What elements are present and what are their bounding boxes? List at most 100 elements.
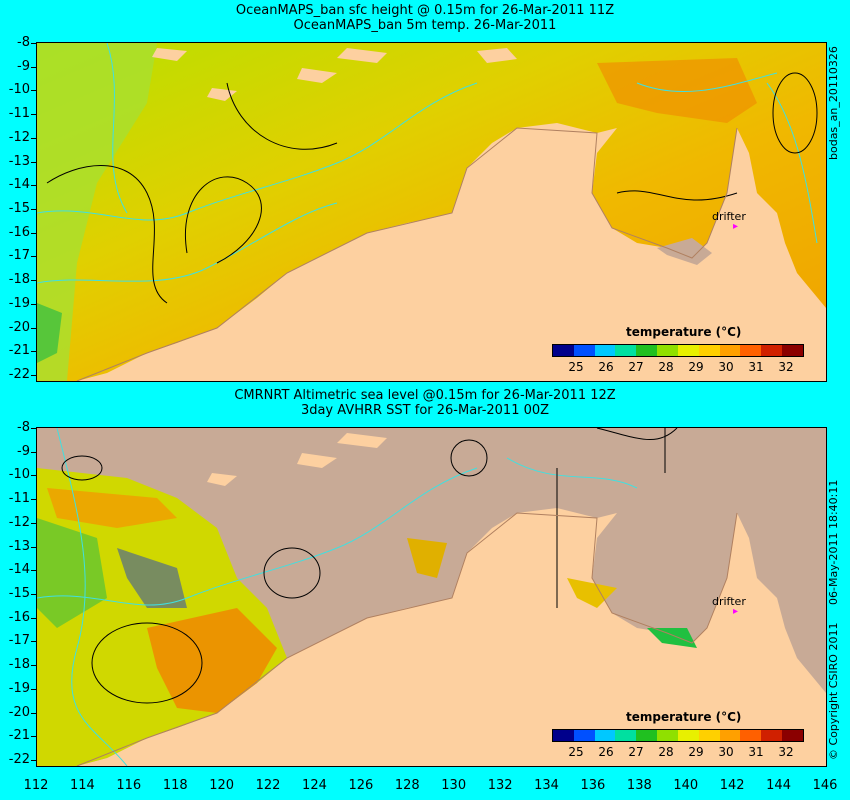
top-y-tick — [31, 114, 37, 116]
top-colorbar-swatch — [657, 345, 678, 356]
top-colorbar-label: 30 — [718, 360, 734, 374]
top-colorbar-label: 28 — [658, 360, 674, 374]
bottom-colorbar-label: 28 — [658, 745, 674, 759]
top-colorbar-swatch — [553, 345, 574, 356]
bottom-map-canvas — [37, 428, 826, 766]
bottom-y-tick — [31, 688, 37, 690]
bottom-colorbar-label: 31 — [748, 745, 764, 759]
bottom-colorbar-swatch — [615, 730, 637, 741]
bottom-map-panel — [36, 427, 827, 767]
top-y-tick-label: -17 — [8, 248, 30, 264]
bottom-y-tick-label: -16 — [8, 609, 30, 625]
top-y-tick-label: -19 — [8, 295, 30, 311]
x-tick-label: 138 — [626, 778, 652, 793]
top-colorbar — [552, 344, 804, 357]
bottom-y-tick — [31, 499, 37, 501]
top-y-tick-label: -16 — [8, 224, 30, 240]
bottom-y-tick — [31, 570, 37, 572]
sea-west-cooler — [37, 43, 157, 381]
sst-patch-cape — [647, 628, 697, 648]
top-y-tick — [31, 209, 37, 210]
x-tick-label: 144 — [766, 778, 791, 793]
top-y-tick — [31, 351, 37, 353]
australia-coastline — [76, 127, 738, 381]
bottom-colorbar-label: 30 — [718, 745, 734, 759]
top-y-tick — [31, 232, 37, 234]
sea-region — [37, 43, 826, 381]
top-colorbar-swatch — [677, 345, 699, 356]
top-colorbar-swatch — [782, 345, 803, 356]
top-side-label: bodas_an_20110326 — [827, 46, 840, 160]
bottom-y-tick-label: -15 — [8, 586, 30, 601]
top-y-tick-label: -9 — [17, 58, 30, 74]
sst-patch-arafura — [407, 538, 447, 578]
island — [297, 68, 337, 83]
top-y-tick-label: -10 — [8, 82, 30, 98]
top-y-tick — [31, 375, 37, 376]
top-colorbar-swatch — [636, 345, 658, 356]
top-colorbar-label: 29 — [688, 360, 704, 374]
bottom-colorbar-swatch — [553, 730, 574, 741]
bottom-colorbar — [552, 729, 804, 742]
top-colorbar-swatch — [761, 345, 783, 356]
bottom-y-tick — [31, 522, 37, 524]
sea-orange-patch — [597, 58, 757, 123]
x-tick-label: 130 — [441, 778, 467, 793]
x-tick-label: 132 — [487, 778, 513, 793]
bottom-title-line2: 3day AVHRR SST for 26-Mar-2011 00Z — [300, 403, 550, 418]
bottom-colorbar-label: 26 — [598, 745, 614, 759]
x-tick-label: 146 — [812, 778, 838, 793]
top-colorbar-label: 31 — [748, 360, 764, 374]
island — [337, 48, 387, 63]
bottom-y-tick-label: -12 — [8, 514, 30, 530]
top-y-tick — [31, 303, 37, 305]
bottom-y-tick — [31, 594, 37, 595]
bottom-y-tick-label: -17 — [8, 633, 30, 649]
x-tick-label: 134 — [534, 778, 559, 793]
bottom-colorbar-swatch — [740, 730, 762, 741]
top-colorbar-label: 25 — [568, 360, 584, 374]
island — [152, 48, 187, 61]
top-y-tick-label: -18 — [8, 272, 30, 288]
bottom-y-tick — [31, 665, 37, 667]
x-tick-label: 140 — [673, 778, 699, 793]
bottom-y-tick — [31, 475, 37, 477]
bottom-colorbar-swatch — [573, 730, 595, 741]
top-y-tick — [31, 66, 37, 68]
bottom-colorbar-swatch — [636, 730, 658, 741]
bottom-y-tick — [31, 641, 37, 643]
bottom-y-tick-label: -22 — [8, 752, 30, 767]
top-y-tick-label: -20 — [8, 319, 30, 335]
bottom-y-tick — [31, 428, 37, 429]
bottom-y-tick — [31, 736, 37, 738]
top-colorbar-label: 26 — [598, 360, 614, 374]
contour-lines-cyan — [37, 43, 818, 284]
bottom-y-tick-label: -8 — [17, 420, 30, 435]
bottom-colorbar-swatch — [594, 730, 616, 741]
x-tick-label: 118 — [162, 778, 188, 793]
sst-green-patch — [37, 518, 107, 628]
x-tick-label: 122 — [255, 778, 281, 793]
top-colorbar-swatch — [615, 345, 637, 356]
top-title-line1: OceanMAPS_ban sfc height @ 0.15m for 26-… — [235, 3, 615, 18]
island — [207, 473, 237, 486]
bottom-colorbar-swatch — [698, 730, 720, 741]
sst-warm-shelf — [147, 608, 277, 713]
bottom-y-tick — [31, 760, 37, 761]
bottom-colorbar-swatch — [657, 730, 678, 741]
x-tick-label: 120 — [209, 778, 235, 793]
top-y-tick — [31, 90, 37, 92]
x-tick-label: 114 — [69, 778, 95, 793]
top-y-tick-label: -12 — [8, 129, 30, 145]
top-colorbar-label: 32 — [778, 360, 794, 374]
top-legend-title: temperature (°C) — [626, 325, 742, 339]
top-colorbar-swatch — [573, 345, 595, 356]
top-colorbar-swatch — [698, 345, 720, 356]
bottom-legend-title: temperature (°C) — [626, 710, 742, 724]
bottom-y-tick — [31, 617, 37, 619]
bottom-y-tick — [31, 712, 37, 714]
island — [477, 48, 517, 63]
bottom-colorbar-label: 29 — [688, 745, 704, 759]
top-y-tick — [31, 280, 37, 282]
bottom-y-tick-label: -21 — [8, 728, 30, 744]
